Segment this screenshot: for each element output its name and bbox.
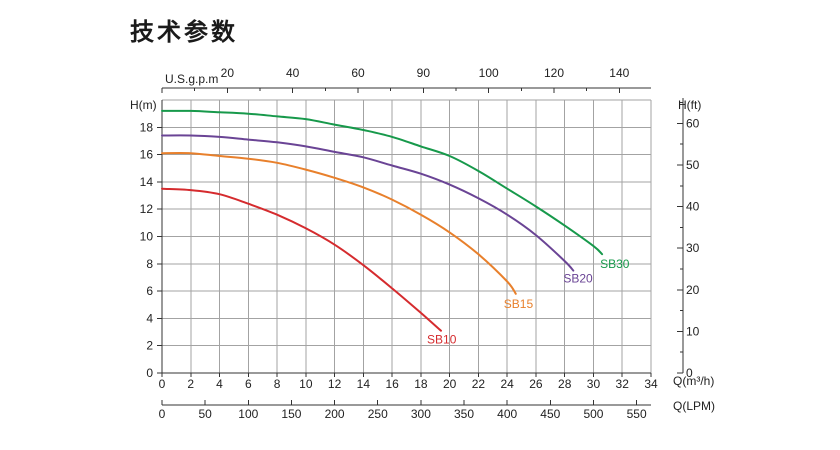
lpm-tick-label: 200	[325, 407, 345, 421]
y-tick-label: 14	[140, 175, 154, 189]
lpm-axis-title: Q(LPM)	[673, 399, 715, 413]
y-tick-label: 2	[146, 339, 153, 353]
y2-tick-label: 20	[686, 283, 700, 297]
top-tick-label: 90	[417, 66, 431, 80]
page-title: 技术参数	[130, 18, 238, 46]
series-label-sb20: SB20	[563, 272, 593, 286]
top-tick-label: 140	[609, 66, 629, 80]
top-tick-label: 100	[479, 66, 499, 80]
series-line-sb15	[161, 152, 517, 295]
y-tick-label: 16	[140, 148, 154, 162]
series-label-sb30: SB30	[600, 257, 630, 271]
series-line-sb30	[161, 109, 604, 256]
lpm-tick-label: 500	[583, 407, 603, 421]
x-tick-label: 18	[414, 377, 428, 391]
series-line-sb10	[161, 187, 442, 332]
lpm-tick-label: 400	[497, 407, 517, 421]
y-tick-label: 0	[146, 366, 153, 380]
lpm-tick-label: 0	[159, 407, 166, 421]
x-tick-label: 32	[616, 377, 630, 391]
x-axis-title: Q(m³/h)	[673, 374, 714, 388]
y2-tick-label: 0	[686, 366, 693, 380]
y-tick-label: 6	[146, 284, 153, 298]
tick-labels: 0 2 4 6 8 10 12 14 16 18 20 22 24 26 28 30 32 34024681012…	[140, 66, 700, 421]
y2-tick-label: 60	[686, 116, 700, 130]
x-tick-label: 20	[443, 377, 457, 391]
x-tick-label: 34	[644, 377, 658, 391]
lpm-tick-label: 250	[368, 407, 388, 421]
series-line-sb20	[161, 134, 575, 272]
y-tick-label: 8	[146, 257, 153, 271]
top-tick-label: 60	[351, 66, 365, 80]
y2-axis-title: H(ft)	[678, 98, 701, 112]
chart-axes	[161, 87, 684, 406]
lpm-tick-label: 350	[454, 407, 474, 421]
y-tick-label: 4	[146, 311, 153, 325]
x-tick-label: 8	[274, 377, 281, 391]
top-tick-label: 20	[221, 66, 235, 80]
x-tick-label: 30	[587, 377, 601, 391]
x-tick-label: 6	[245, 377, 252, 391]
top-tick-label: 40	[286, 66, 300, 80]
y-tick-label: 10	[140, 230, 154, 244]
lpm-tick-label: 100	[238, 407, 258, 421]
lpm-tick-label: 450	[540, 407, 560, 421]
x-tick-label: 10	[299, 377, 313, 391]
lpm-tick-label: 150	[281, 407, 301, 421]
top-axis-title: U.S.g.p.m	[165, 72, 218, 86]
y-tick-label: 18	[140, 120, 154, 134]
chart-grid	[162, 99, 652, 373]
y2-tick-label: 50	[686, 158, 700, 172]
x-tick-label: 26	[529, 377, 543, 391]
y-tick-label: 12	[140, 202, 154, 216]
lpm-tick-label: 300	[411, 407, 431, 421]
x-tick-label: 14	[357, 377, 371, 391]
y2-tick-label: 10	[686, 324, 700, 338]
pump-curves: SB10 SB15 SB20 SB30	[161, 109, 630, 347]
x-tick-label: 2	[187, 377, 194, 391]
y-axis-title: H(m)	[130, 98, 157, 112]
series-label-sb15: SB15	[504, 297, 534, 311]
x-tick-label: 28	[558, 377, 572, 391]
x-tick-label: 24	[500, 377, 514, 391]
y2-tick-label: 40	[686, 200, 700, 214]
x-tick-label: 0	[159, 377, 166, 391]
x-tick-label: 22	[472, 377, 486, 391]
x-tick-label: 4	[216, 377, 223, 391]
x-tick-label: 12	[328, 377, 342, 391]
series-label-sb10: SB10	[427, 333, 457, 347]
lpm-tick-label: 550	[627, 407, 647, 421]
lpm-tick-label: 50	[198, 407, 212, 421]
x-tick-label: 16	[385, 377, 399, 391]
y2-tick-label: 30	[686, 241, 700, 255]
top-tick-label: 120	[544, 66, 564, 80]
